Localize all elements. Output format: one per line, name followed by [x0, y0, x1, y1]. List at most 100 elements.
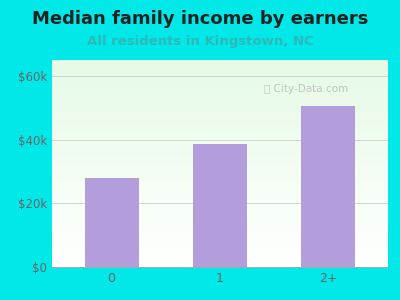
- Bar: [52, 245, 388, 246]
- Bar: [52, 131, 388, 133]
- Bar: [52, 111, 388, 112]
- Bar: [52, 62, 388, 63]
- Bar: [52, 238, 388, 239]
- Bar: [52, 255, 388, 256]
- Bar: [52, 213, 388, 214]
- Bar: [52, 190, 388, 191]
- Bar: [52, 72, 388, 74]
- Bar: [52, 89, 388, 90]
- Bar: [52, 198, 388, 199]
- Bar: [52, 109, 388, 110]
- Bar: [52, 163, 388, 164]
- Bar: [52, 116, 388, 117]
- Bar: [52, 264, 388, 265]
- Bar: [52, 144, 388, 145]
- Bar: [52, 235, 388, 236]
- Bar: [52, 90, 388, 91]
- Bar: [52, 103, 388, 104]
- Bar: [52, 106, 388, 108]
- Bar: [52, 92, 388, 93]
- Bar: [52, 236, 388, 237]
- Bar: [52, 230, 388, 231]
- Bar: [52, 178, 388, 179]
- Bar: [52, 156, 388, 157]
- Bar: [52, 157, 388, 158]
- Bar: [52, 113, 388, 114]
- Bar: [52, 85, 388, 86]
- Bar: [52, 184, 388, 185]
- Bar: [52, 199, 388, 200]
- Bar: [52, 181, 388, 182]
- Bar: [52, 207, 388, 208]
- Bar: [52, 248, 388, 249]
- Bar: [52, 76, 388, 78]
- Bar: [52, 152, 388, 153]
- Bar: [52, 169, 388, 170]
- Bar: [52, 128, 388, 129]
- Bar: [52, 67, 388, 68]
- Bar: [52, 99, 388, 101]
- Bar: [52, 239, 388, 240]
- Bar: [52, 251, 388, 253]
- Bar: [52, 193, 388, 194]
- Bar: [52, 208, 388, 209]
- Bar: [52, 158, 388, 159]
- Bar: [52, 147, 388, 148]
- Bar: [52, 262, 388, 263]
- Bar: [52, 266, 388, 267]
- Bar: [52, 125, 388, 126]
- Bar: [52, 110, 388, 111]
- Bar: [52, 189, 388, 190]
- Bar: [52, 66, 388, 67]
- Bar: [52, 64, 388, 65]
- Bar: [52, 104, 388, 106]
- Bar: [52, 260, 388, 261]
- Bar: [52, 84, 388, 85]
- Bar: [52, 250, 388, 251]
- Bar: [52, 257, 388, 258]
- Bar: [52, 263, 388, 264]
- Bar: [52, 195, 388, 196]
- Bar: [52, 122, 388, 123]
- Bar: [52, 97, 388, 98]
- Bar: [52, 138, 388, 139]
- Bar: [52, 139, 388, 140]
- Bar: [52, 124, 388, 125]
- Bar: [52, 134, 388, 136]
- Bar: [52, 94, 388, 95]
- Bar: [52, 218, 388, 219]
- Bar: [52, 61, 388, 62]
- Bar: [52, 265, 388, 266]
- Bar: [52, 140, 388, 141]
- Bar: [52, 261, 388, 262]
- Bar: [52, 220, 388, 221]
- Bar: [52, 148, 388, 149]
- Bar: [52, 221, 388, 223]
- Bar: [52, 223, 388, 224]
- Bar: [52, 129, 388, 130]
- Bar: [52, 242, 388, 243]
- Bar: [52, 70, 388, 71]
- Bar: [52, 200, 388, 201]
- Bar: [52, 114, 388, 115]
- Bar: [52, 130, 388, 131]
- Bar: [52, 119, 388, 120]
- Text: ⓘ City-Data.com: ⓘ City-Data.com: [264, 84, 348, 94]
- Bar: [52, 249, 388, 250]
- Bar: [52, 206, 388, 207]
- Bar: [52, 247, 388, 248]
- Bar: [52, 194, 388, 195]
- Bar: [52, 146, 388, 147]
- Bar: [52, 68, 388, 69]
- Bar: [52, 237, 388, 238]
- Bar: [52, 177, 388, 178]
- Bar: [52, 168, 388, 169]
- Bar: [52, 217, 388, 218]
- Bar: [52, 234, 388, 235]
- Bar: [52, 71, 388, 72]
- Bar: [52, 79, 388, 80]
- Bar: [193, 144, 247, 267]
- Bar: [52, 102, 388, 104]
- Bar: [52, 240, 388, 241]
- Bar: [52, 60, 388, 61]
